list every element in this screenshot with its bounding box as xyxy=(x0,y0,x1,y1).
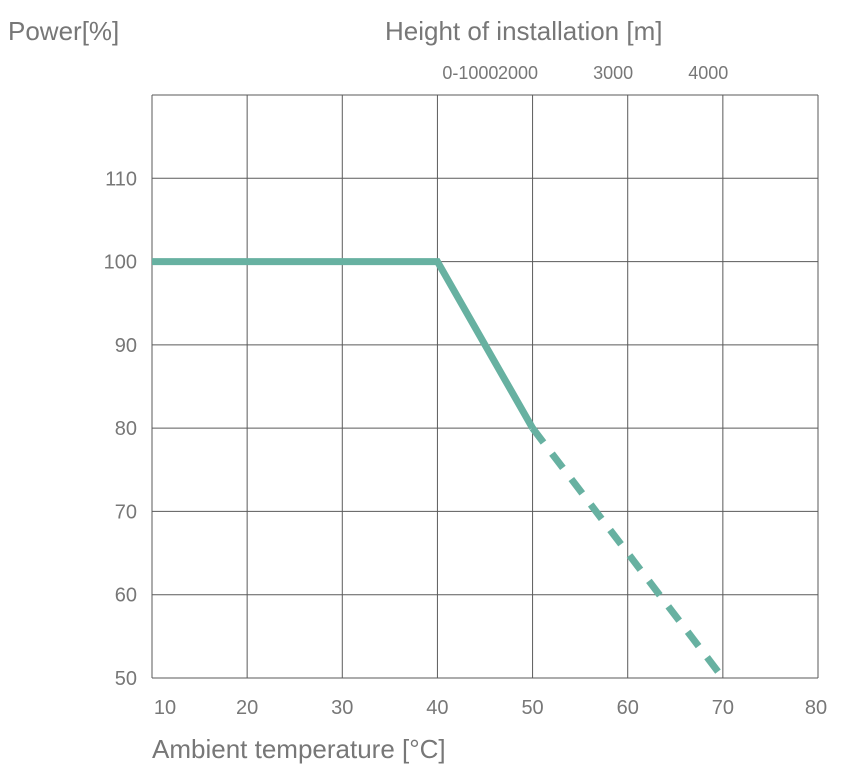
x-tick-label: 70 xyxy=(712,697,734,719)
series-line-dashed xyxy=(529,426,726,681)
x-tick-label: 50 xyxy=(521,697,543,719)
y-tick-label: 60 xyxy=(115,585,137,607)
secondary-x-axis-title: Height of installation [m] xyxy=(385,16,662,46)
x-tick-label: 30 xyxy=(331,697,353,719)
y-tick-label: 50 xyxy=(115,668,137,690)
y-tick-label: 70 xyxy=(115,501,137,523)
chart-series xyxy=(152,258,726,681)
secondary-x-tick-label: 3000 xyxy=(593,63,633,83)
y-axis-title: Power[%] xyxy=(8,16,119,46)
x-tick-label: 80 xyxy=(805,697,827,719)
x-tick-label: 10 xyxy=(154,697,176,719)
secondary-x-tick-label: 2000 xyxy=(498,63,538,83)
chart-tick-labels: 50 60 70 80 90 100 110 10 20 30 40 50 60 70 80 0-1000 20… xyxy=(104,63,828,719)
secondary-x-tick-label: 4000 xyxy=(688,63,728,83)
y-tick-label: 90 xyxy=(115,335,137,357)
y-tick-label: 100 xyxy=(104,252,137,274)
y-tick-label: 80 xyxy=(115,418,137,440)
chart-grid xyxy=(151,94,819,679)
x-tick-label: 60 xyxy=(617,697,639,719)
y-tick-label: 110 xyxy=(105,168,137,190)
x-tick-label: 20 xyxy=(236,697,258,719)
series-line-solid xyxy=(152,258,536,430)
x-tick-label: 40 xyxy=(426,697,448,719)
secondary-x-tick-label: 0-1000 xyxy=(442,63,498,83)
x-axis-title: Ambient temperature [°C] xyxy=(152,734,446,764)
